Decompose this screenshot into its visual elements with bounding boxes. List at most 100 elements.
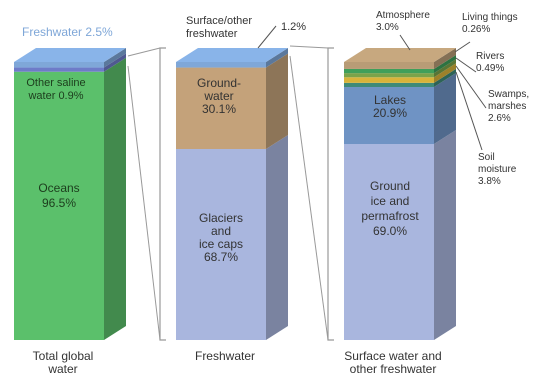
segment-side-surface — [266, 48, 288, 68]
leader-soil — [455, 71, 483, 151]
connector-freshwater-bottom — [127, 65, 161, 341]
label-soil-line: Soil — [478, 152, 495, 163]
label-glaciers: Glaciers and ice caps 68.7% — [199, 211, 243, 264]
segment-groundwater — [176, 67, 266, 150]
label-groundwater: Ground-water 30.1% — [197, 76, 241, 116]
leader-atmosphere — [399, 34, 411, 51]
bracket-surface — [327, 47, 334, 341]
segment-side-glaciers — [266, 135, 288, 340]
label-surface-line: Surface/other — [186, 15, 252, 27]
label-swamps: Swamps, marshes 2.6% — [488, 89, 529, 124]
label-glaciers-line: 68.7% — [204, 250, 238, 264]
leader-swamps — [455, 65, 487, 109]
label-atmosphere-line: Atmosphere — [376, 10, 430, 21]
label-rivers: Rivers 0.49% — [476, 51, 504, 74]
label-surface-line: freshwater — [186, 28, 238, 40]
segment-lakes — [344, 87, 434, 145]
segment-side-freshwater — [104, 48, 126, 68]
segment-swamps — [344, 77, 434, 83]
column-label-1: Total global water — [33, 349, 94, 376]
label-soil: Soil moisture 3.8% — [478, 152, 517, 187]
label-living: Living things 0.26% — [462, 12, 518, 35]
label-groundwater-line: water — [203, 89, 233, 103]
segment-soil — [344, 82, 434, 88]
column-1 — [14, 48, 126, 340]
label-glaciers-line: and — [211, 224, 231, 238]
label-living-line: Living things — [462, 12, 518, 23]
segment-saline — [14, 67, 104, 72]
connector-surface-bottom — [289, 55, 329, 341]
column-label-2: Freshwater — [195, 349, 255, 363]
segment-side-living — [434, 54, 456, 74]
label-rivers-line: 0.49% — [476, 63, 504, 74]
label-lakes-line: 20.9% — [373, 106, 407, 120]
label-ground-ice-line: 69.0% — [373, 224, 407, 238]
segment-ground_ice — [344, 144, 434, 340]
label-glaciers-line: ice caps — [199, 237, 243, 251]
column-top-3 — [344, 48, 456, 62]
segment-freshwater — [14, 62, 104, 68]
column-3 — [344, 48, 456, 340]
label-swamps-line: Swamps, — [488, 89, 529, 100]
label-soil-line: moisture — [478, 164, 517, 175]
label-swamps-line: 2.6% — [488, 113, 511, 124]
label-living-line: 0.26% — [462, 24, 490, 35]
label-ground-ice-line: ice and — [371, 194, 410, 208]
segment-side-swamps — [434, 63, 456, 83]
segment-oceans — [14, 71, 104, 340]
label-rivers-line: Rivers — [476, 51, 504, 62]
connector-surface-top — [289, 45, 329, 49]
segment-atmosphere — [344, 62, 434, 69]
label-soil-line: 3.8% — [478, 176, 501, 187]
segment-living — [344, 68, 434, 74]
label-oceans-line: Oceans — [38, 181, 79, 195]
label-atmosphere-line: 3.0% — [376, 22, 399, 33]
label-oceans: Oceans 96.5% — [38, 181, 79, 210]
segment-side-atmosphere — [434, 48, 456, 69]
segment-side-oceans — [104, 57, 126, 340]
columns-layer — [14, 48, 456, 340]
segment-side-soil — [434, 68, 456, 88]
segment-side-ground_ice — [434, 130, 456, 340]
leader-surface — [257, 25, 277, 49]
leader-living — [454, 41, 471, 53]
label-swamps-line: marshes — [488, 101, 526, 112]
segment-side-rivers — [434, 59, 456, 78]
column-label-1-line: Total global — [33, 349, 94, 363]
leader-rivers — [455, 57, 477, 73]
label-surface: Surface/other freshwater — [186, 15, 252, 40]
column-2 — [176, 48, 288, 340]
label-groundwater-line: 30.1% — [202, 102, 236, 116]
column-top-2 — [176, 48, 288, 62]
label-ground-ice: Ground ice and permafrost 69.0% — [361, 179, 419, 238]
column-label-2-line: Freshwater — [195, 349, 255, 363]
label-saline-line: water 0.9% — [27, 90, 83, 102]
brackets-layer — [127, 45, 334, 341]
segment-side-groundwater — [266, 53, 288, 150]
label-surface-pct: 1.2% — [281, 21, 306, 33]
column-label-3-line: other freshwater — [350, 362, 437, 376]
column-label-3: Surface water and other freshwater — [344, 349, 441, 376]
label-atmosphere: Atmosphere 3.0% — [376, 10, 430, 33]
column-label-3-line: Surface water and — [344, 349, 441, 363]
label-saline: Other saline water 0.9% — [26, 77, 85, 102]
label-oceans-line: 96.5% — [42, 196, 76, 210]
segment-glaciers — [176, 149, 266, 340]
segment-side-saline — [104, 53, 126, 72]
bracket-freshwater — [159, 47, 166, 341]
segment-side-lakes — [434, 73, 456, 145]
segment-rivers — [344, 73, 434, 78]
label-lakes-line: Lakes — [374, 93, 406, 107]
label-glaciers-line: Glaciers — [199, 211, 243, 225]
label-groundwater-line: Ground- — [197, 76, 241, 90]
label-lakes: Lakes 20.9% — [373, 93, 407, 120]
label-saline-line: Other saline — [26, 77, 85, 89]
column-top-1 — [14, 48, 126, 62]
label-freshwater-line: Freshwater 2.5% — [22, 25, 113, 39]
label-ground-ice-line: Ground — [370, 179, 410, 193]
segment-surface — [176, 62, 266, 68]
connector-freshwater-top — [127, 47, 161, 57]
column-label-1-line: water — [47, 362, 77, 376]
